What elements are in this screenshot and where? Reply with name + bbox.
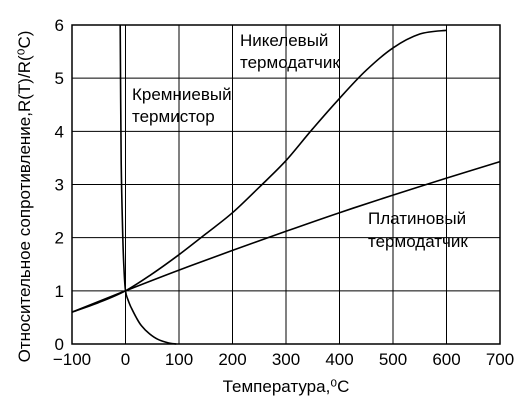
x-tick-label: 600: [432, 350, 460, 369]
plot-frame: [71, 24, 501, 345]
x-tick-label: 0: [121, 350, 130, 369]
y-tick-label: 2: [55, 229, 64, 248]
series-line-nickel: [71, 29, 447, 313]
nickel-annotation-line1: Никелевый: [240, 31, 328, 50]
x-tick-label: 300: [272, 350, 300, 369]
y-tick-label: 1: [55, 282, 64, 301]
series-line-silicon: [119, 24, 177, 345]
y-axis-label: Относительное сопротивление,R(T)/R(⁰C): [15, 31, 34, 363]
silicon-annotation-line2: термистор: [132, 107, 215, 126]
x-tick-label: 500: [379, 350, 407, 369]
platinum-annotation-line1: Платиновый: [368, 209, 466, 228]
y-tick-label: 4: [55, 122, 64, 141]
grid-lines: [72, 25, 500, 344]
x-tick-label: 400: [325, 350, 353, 369]
y-tick-label: 3: [55, 176, 64, 195]
x-tick-label: −100: [53, 350, 91, 369]
x-axis-label: Температура,⁰C: [223, 377, 350, 396]
x-tick-label: 100: [165, 350, 193, 369]
nickel-annotation-line2: термодатчик: [240, 53, 340, 72]
y-tick-label: 6: [55, 16, 64, 35]
platinum-annotation-line2: термодатчик: [368, 232, 468, 251]
x-tick-label: 200: [218, 350, 246, 369]
silicon-annotation-line1: Кремниевый: [132, 85, 232, 104]
y-tick-label: 0: [55, 335, 64, 354]
series-layer: [71, 24, 501, 345]
series-line-platinum: [71, 160, 501, 313]
y-tick-label: 5: [55, 69, 64, 88]
x-tick-label: 700: [486, 350, 514, 369]
